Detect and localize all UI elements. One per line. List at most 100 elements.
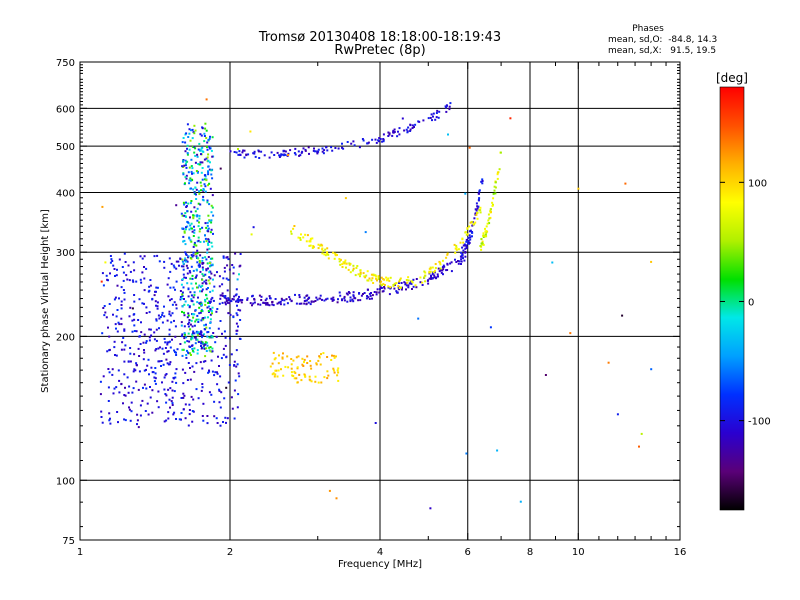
phase-stats-o: mean, sd,O: -84.8, 14.3 xyxy=(608,35,717,45)
f2-x-trace-point xyxy=(347,268,350,271)
second-hop-point xyxy=(358,146,361,149)
e-region-spread-point xyxy=(218,275,221,278)
second-hop-point xyxy=(436,109,439,112)
second-hop-point xyxy=(247,153,250,156)
spread-f-point xyxy=(200,153,202,156)
spread-f-point xyxy=(201,256,204,259)
f2-x-trace-point xyxy=(365,274,368,277)
spread-f-point xyxy=(207,153,210,156)
f2-o-trace-point xyxy=(405,288,407,291)
e-region-spread-point xyxy=(196,261,199,264)
spread-f-point xyxy=(211,155,214,158)
x-patch-point xyxy=(322,352,325,355)
spread-f-point xyxy=(195,244,198,247)
e-region-spread-point xyxy=(239,309,242,312)
f2-x-trace-point xyxy=(321,248,324,251)
e-region-spread-point xyxy=(149,386,151,388)
e-region-spread-point xyxy=(108,371,111,374)
e-region-spread-point xyxy=(155,290,157,293)
e-region-spread-point xyxy=(131,319,134,322)
e-region-spread-point xyxy=(139,414,142,417)
spread-f-point xyxy=(210,149,213,152)
f2-o-trace-point xyxy=(331,299,334,302)
spread-f-point xyxy=(210,211,213,214)
scattered-echo-point xyxy=(344,197,347,200)
e-region-spread-point xyxy=(211,296,214,299)
e-region-spread-point xyxy=(148,328,151,331)
e-region-spread-point xyxy=(107,326,109,329)
second-hop-point xyxy=(229,150,232,153)
spread-f-point xyxy=(199,228,202,230)
f2-o-trace-point xyxy=(251,304,253,307)
f2-o-rising-point xyxy=(475,202,478,205)
x-patch-point xyxy=(314,380,317,383)
f2-o-trace-point xyxy=(230,300,233,303)
e-region-spread-point xyxy=(232,298,235,301)
e-region-spread-point xyxy=(113,340,116,343)
e-region-spread-point xyxy=(109,261,112,264)
e-region-spread-point xyxy=(175,307,178,310)
e-region-spread-point xyxy=(193,370,196,373)
spread-f-point xyxy=(185,336,188,339)
e-region-spread-point xyxy=(151,297,154,300)
f2-o-trace-point xyxy=(464,251,467,254)
e-region-spread-point xyxy=(173,301,176,304)
second-hop-point xyxy=(449,102,452,105)
x-patch-point xyxy=(318,355,321,358)
f2-x-trace-point xyxy=(309,237,312,240)
e-region-spread-point xyxy=(183,259,186,262)
second-hop-point xyxy=(429,116,432,119)
f2-x-trace-point xyxy=(323,253,326,256)
e-region-spread-point xyxy=(187,325,190,328)
f2-o-trace-point xyxy=(398,282,400,284)
f2-o-trace-point xyxy=(352,291,355,294)
e-region-spread-point xyxy=(172,413,175,416)
e-region-spread-point xyxy=(182,382,185,385)
f2-x-trace-point xyxy=(322,250,325,253)
e-region-spread-point xyxy=(112,264,115,267)
f2-x-rising-point xyxy=(489,208,492,211)
e-region-spread-point xyxy=(210,393,213,396)
e-region-spread-point xyxy=(122,337,125,339)
e-region-spread-point xyxy=(191,410,194,412)
e-region-spread-point xyxy=(135,364,138,367)
spread-f-point xyxy=(196,215,199,218)
spread-f-point xyxy=(200,310,203,312)
spread-f-point xyxy=(189,227,192,230)
second-hop-point xyxy=(379,138,382,140)
f2-o-trace-point xyxy=(431,273,434,276)
f2-x-trace-point xyxy=(341,266,344,268)
second-hop-point xyxy=(293,152,296,154)
e-region-spread-point xyxy=(178,264,180,267)
e-region-spread-point xyxy=(150,366,153,369)
spread-f-point xyxy=(194,147,197,150)
e-region-spread-point xyxy=(168,333,171,336)
spread-f-point xyxy=(210,219,213,222)
second-hop-point xyxy=(366,142,369,145)
spread-f-point xyxy=(191,230,194,233)
e-region-spread-point xyxy=(168,310,171,313)
e-region-spread-point xyxy=(117,321,120,324)
spread-f-point xyxy=(197,321,200,323)
e-region-spread-point xyxy=(181,294,184,297)
spread-f-point xyxy=(194,342,197,345)
e-region-spread-point xyxy=(162,352,165,355)
e-region-spread-point xyxy=(156,400,159,403)
spread-f-point xyxy=(192,216,195,218)
f2-x-rising-point xyxy=(484,230,487,233)
f2-o-trace-point xyxy=(404,283,407,286)
spread-f-point xyxy=(199,149,202,152)
second-hop-point xyxy=(242,149,245,152)
spread-f-point xyxy=(206,201,209,204)
e-region-spread-point xyxy=(167,417,170,420)
spread-f-point xyxy=(184,162,187,165)
second-hop-point xyxy=(239,153,241,156)
spread-f-point xyxy=(190,165,193,167)
colorbar-tick-label: 100 xyxy=(748,178,767,189)
spread-f-point xyxy=(183,341,186,344)
e-region-spread-point xyxy=(165,419,168,422)
spread-f-point xyxy=(200,304,203,306)
e-region-spread-point xyxy=(216,422,219,424)
f2-x-trace-point xyxy=(395,282,398,285)
